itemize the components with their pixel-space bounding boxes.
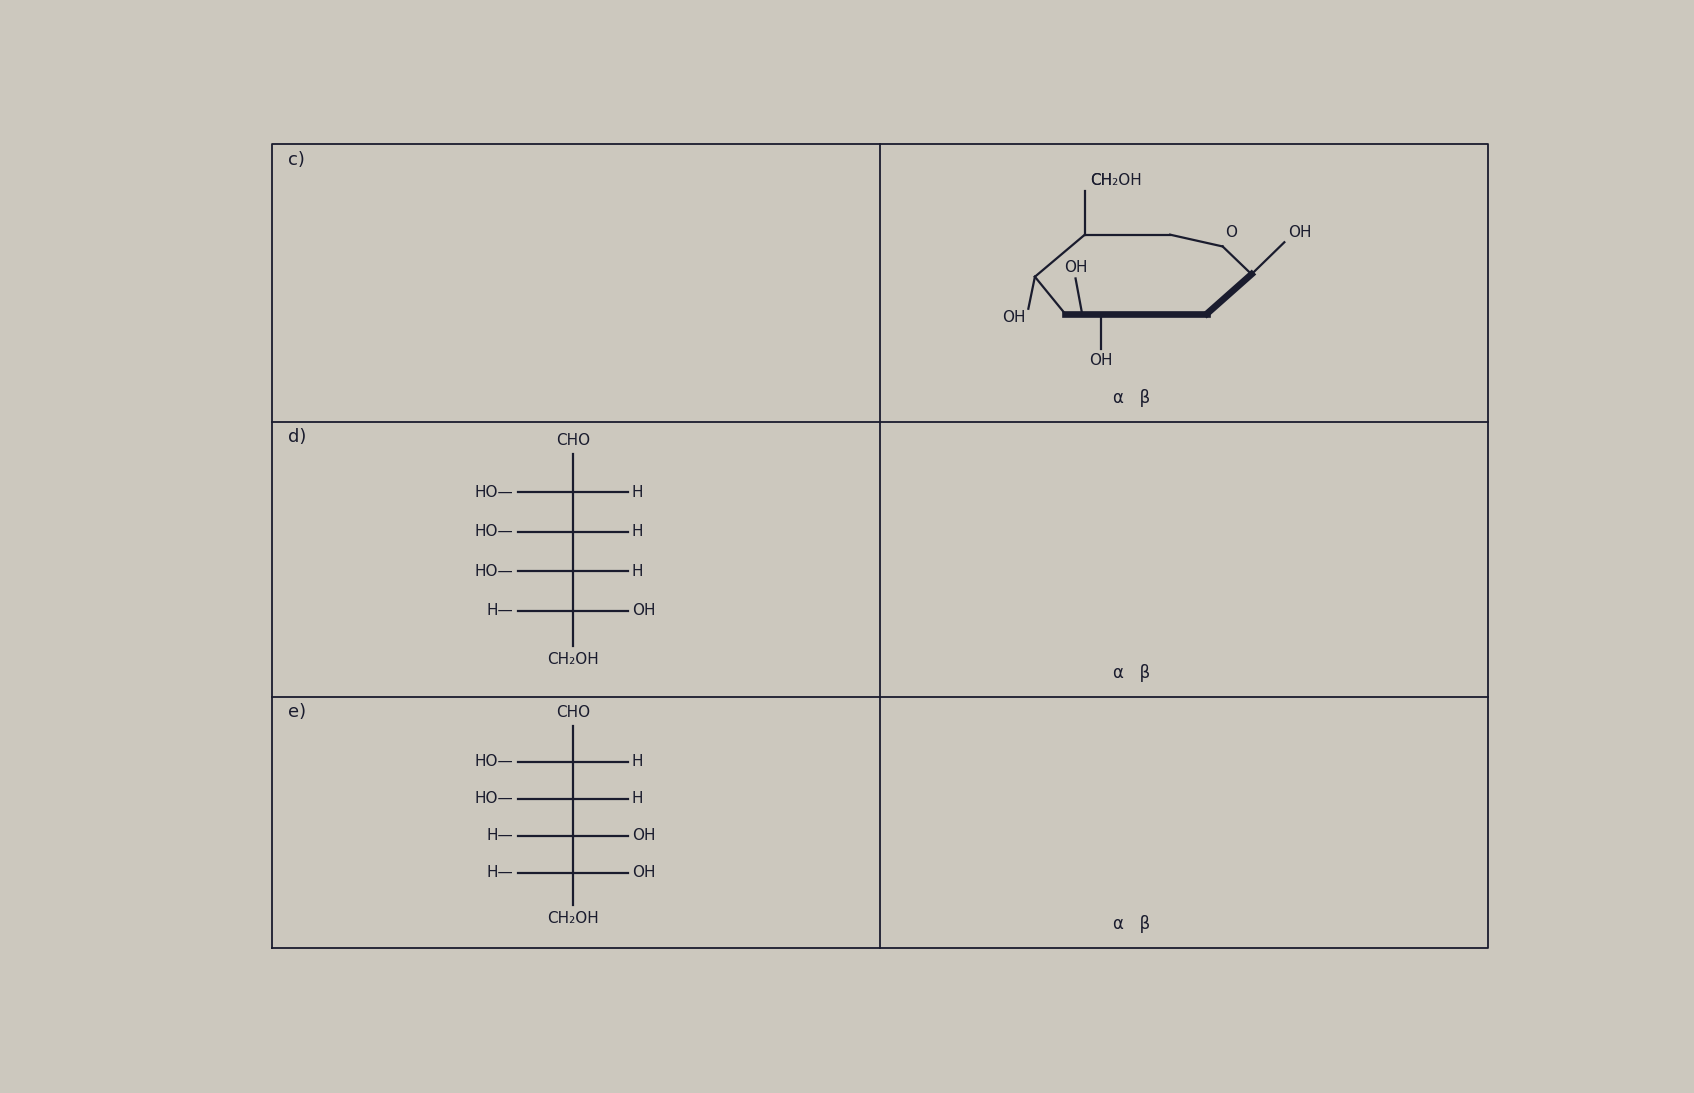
Text: CHO: CHO <box>556 434 590 448</box>
Text: OH: OH <box>632 866 656 880</box>
Text: H: H <box>632 484 644 500</box>
Text: CH₂OH: CH₂OH <box>547 912 598 927</box>
Text: c): c) <box>288 151 305 168</box>
Text: HO—: HO— <box>474 525 513 539</box>
Text: OH: OH <box>1064 260 1088 275</box>
Text: α   β: α β <box>1113 665 1150 682</box>
Text: OH: OH <box>1003 310 1027 326</box>
Text: e): e) <box>288 704 307 721</box>
Text: HO—: HO— <box>474 564 513 579</box>
Text: CH: CH <box>1089 173 1113 188</box>
Text: HO—: HO— <box>474 754 513 769</box>
Text: H—: H— <box>486 866 513 880</box>
Text: OH: OH <box>632 828 656 843</box>
Text: OH: OH <box>632 603 656 619</box>
Text: HO—: HO— <box>474 791 513 806</box>
Text: α   β: α β <box>1113 389 1150 407</box>
Text: H—: H— <box>486 828 513 843</box>
Text: CH₂OH: CH₂OH <box>1089 173 1142 188</box>
Text: H: H <box>632 754 644 769</box>
Text: H: H <box>632 564 644 579</box>
Text: H: H <box>632 791 644 806</box>
Text: H: H <box>632 525 644 539</box>
Text: d): d) <box>288 428 307 446</box>
Text: CHO: CHO <box>556 705 590 720</box>
Text: CH₂OH: CH₂OH <box>547 653 598 667</box>
Text: HO—: HO— <box>474 484 513 500</box>
Text: OH: OH <box>1089 353 1113 367</box>
Text: H—: H— <box>486 603 513 619</box>
Text: α   β: α β <box>1113 915 1150 933</box>
Text: O: O <box>1225 225 1237 239</box>
Text: OH: OH <box>1287 225 1311 239</box>
